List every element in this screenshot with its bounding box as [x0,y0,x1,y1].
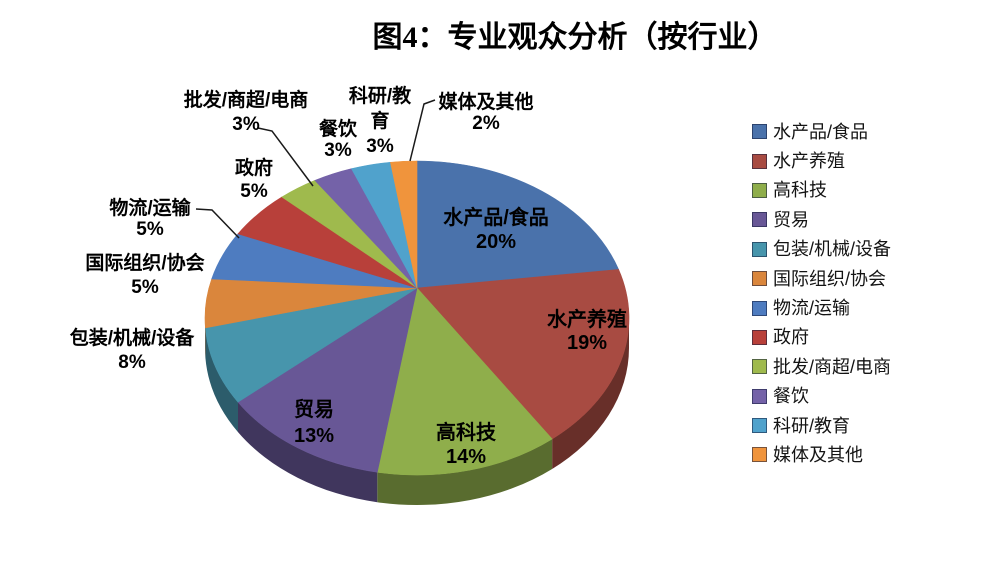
slice-label: 批发/商超/电商 [184,88,309,111]
slice-percent-label: 20% [476,231,516,253]
leader-line [257,127,314,187]
slice-label: 育 [370,109,389,132]
legend-label: 物流/运输 [773,298,851,319]
slice-percent-label: 3% [366,136,394,157]
slice-percent-label: 2% [472,113,500,134]
leader-line [195,208,240,239]
legend-item: 国际组织/协会 [752,264,891,293]
slice-label: 贸易 [294,398,334,421]
legend-label: 餐饮 [773,386,809,407]
legend-item: 水产品/食品 [752,117,891,146]
pie-slice-wall [377,438,553,505]
legend-label: 水产品/食品 [773,121,869,142]
chart-legend: 水产品/食品 水产养殖高科技贸易包装/机械/设备 国际组织/协会 物流/运输政府批发/… [752,117,891,470]
slice-percent-label: 14% [446,446,486,468]
slice-label: 物流/运输 [109,196,191,219]
slice-percent-label: 8% [118,352,146,373]
slice-label: 政府 [235,156,273,179]
legend-item: 水产养殖 [752,146,891,175]
slice-label: 高科技 [436,420,497,444]
legend-item: 批发/商超/电商 [752,352,891,381]
legend-swatch [752,271,767,287]
legend-swatch [752,300,767,316]
legend-swatch [752,359,767,375]
slice-percent-label: 5% [240,181,268,202]
slice-percent-label: 13% [294,425,334,447]
legend-label: 政府 [773,327,809,348]
slice-label: 国际组织/协会 [85,251,204,274]
legend-label: 贸易 [773,209,809,230]
slice-label: 科研/教 [349,84,412,107]
legend-swatch [752,329,767,345]
slice-percent-label: 3% [324,140,352,161]
chart-title: 图4：专业观众分析（按行业） [372,21,778,54]
legend-swatch [752,241,767,257]
slice-percent-label: 19% [567,332,607,354]
legend-swatch [752,212,767,228]
slice-label: 水产养殖 [547,307,627,331]
legend-label: 媒体及其他 [773,444,863,465]
legend-swatch [752,153,767,169]
legend-item: 贸易 [752,205,891,234]
slice-label: 媒体及其他 [438,90,533,113]
legend-label: 国际组织/协会 [773,268,887,289]
legend-label: 水产养殖 [773,151,845,172]
pie-slice [416,269,630,440]
slice-percent-label: 5% [136,219,164,240]
slice-label: 餐饮 [319,117,358,140]
pie-slice [376,287,553,476]
pie-slice [205,287,418,403]
pie-slice-wall [552,318,629,469]
legend-item: 媒体及其他 [752,440,891,469]
legend-swatch [752,447,767,463]
slice-label: 包装/机械/设备 [70,326,196,349]
slice-label: 水产品/食品 [443,205,549,229]
legend-item: 高科技 [752,176,891,205]
legend-label: 包装/机械/设备 [773,239,892,260]
legend-swatch [752,182,767,198]
legend-label: 高科技 [773,180,827,201]
slice-percent-label: 5% [131,277,159,298]
legend-item: 科研/教育 [752,411,891,440]
leader-line [409,99,436,162]
pie-slice-wall [238,402,378,503]
legend-item: 餐饮 [752,382,891,411]
legend-label: 科研/教育 [773,415,851,436]
pie-slice [390,160,418,289]
legend-label: 批发/商超/电商 [773,356,892,377]
legend-swatch [752,124,767,140]
legend-swatch [752,418,767,434]
legend-item: 政府 [752,323,891,352]
legend-item: 物流/运输 [752,293,891,322]
pie-slice-wall [205,327,239,433]
slice-percent-label: 3% [232,114,260,135]
legend-item: 包装/机械/设备 [752,235,891,264]
pie-slice [416,160,620,289]
legend-swatch [752,388,767,404]
pie-slice [237,287,418,473]
